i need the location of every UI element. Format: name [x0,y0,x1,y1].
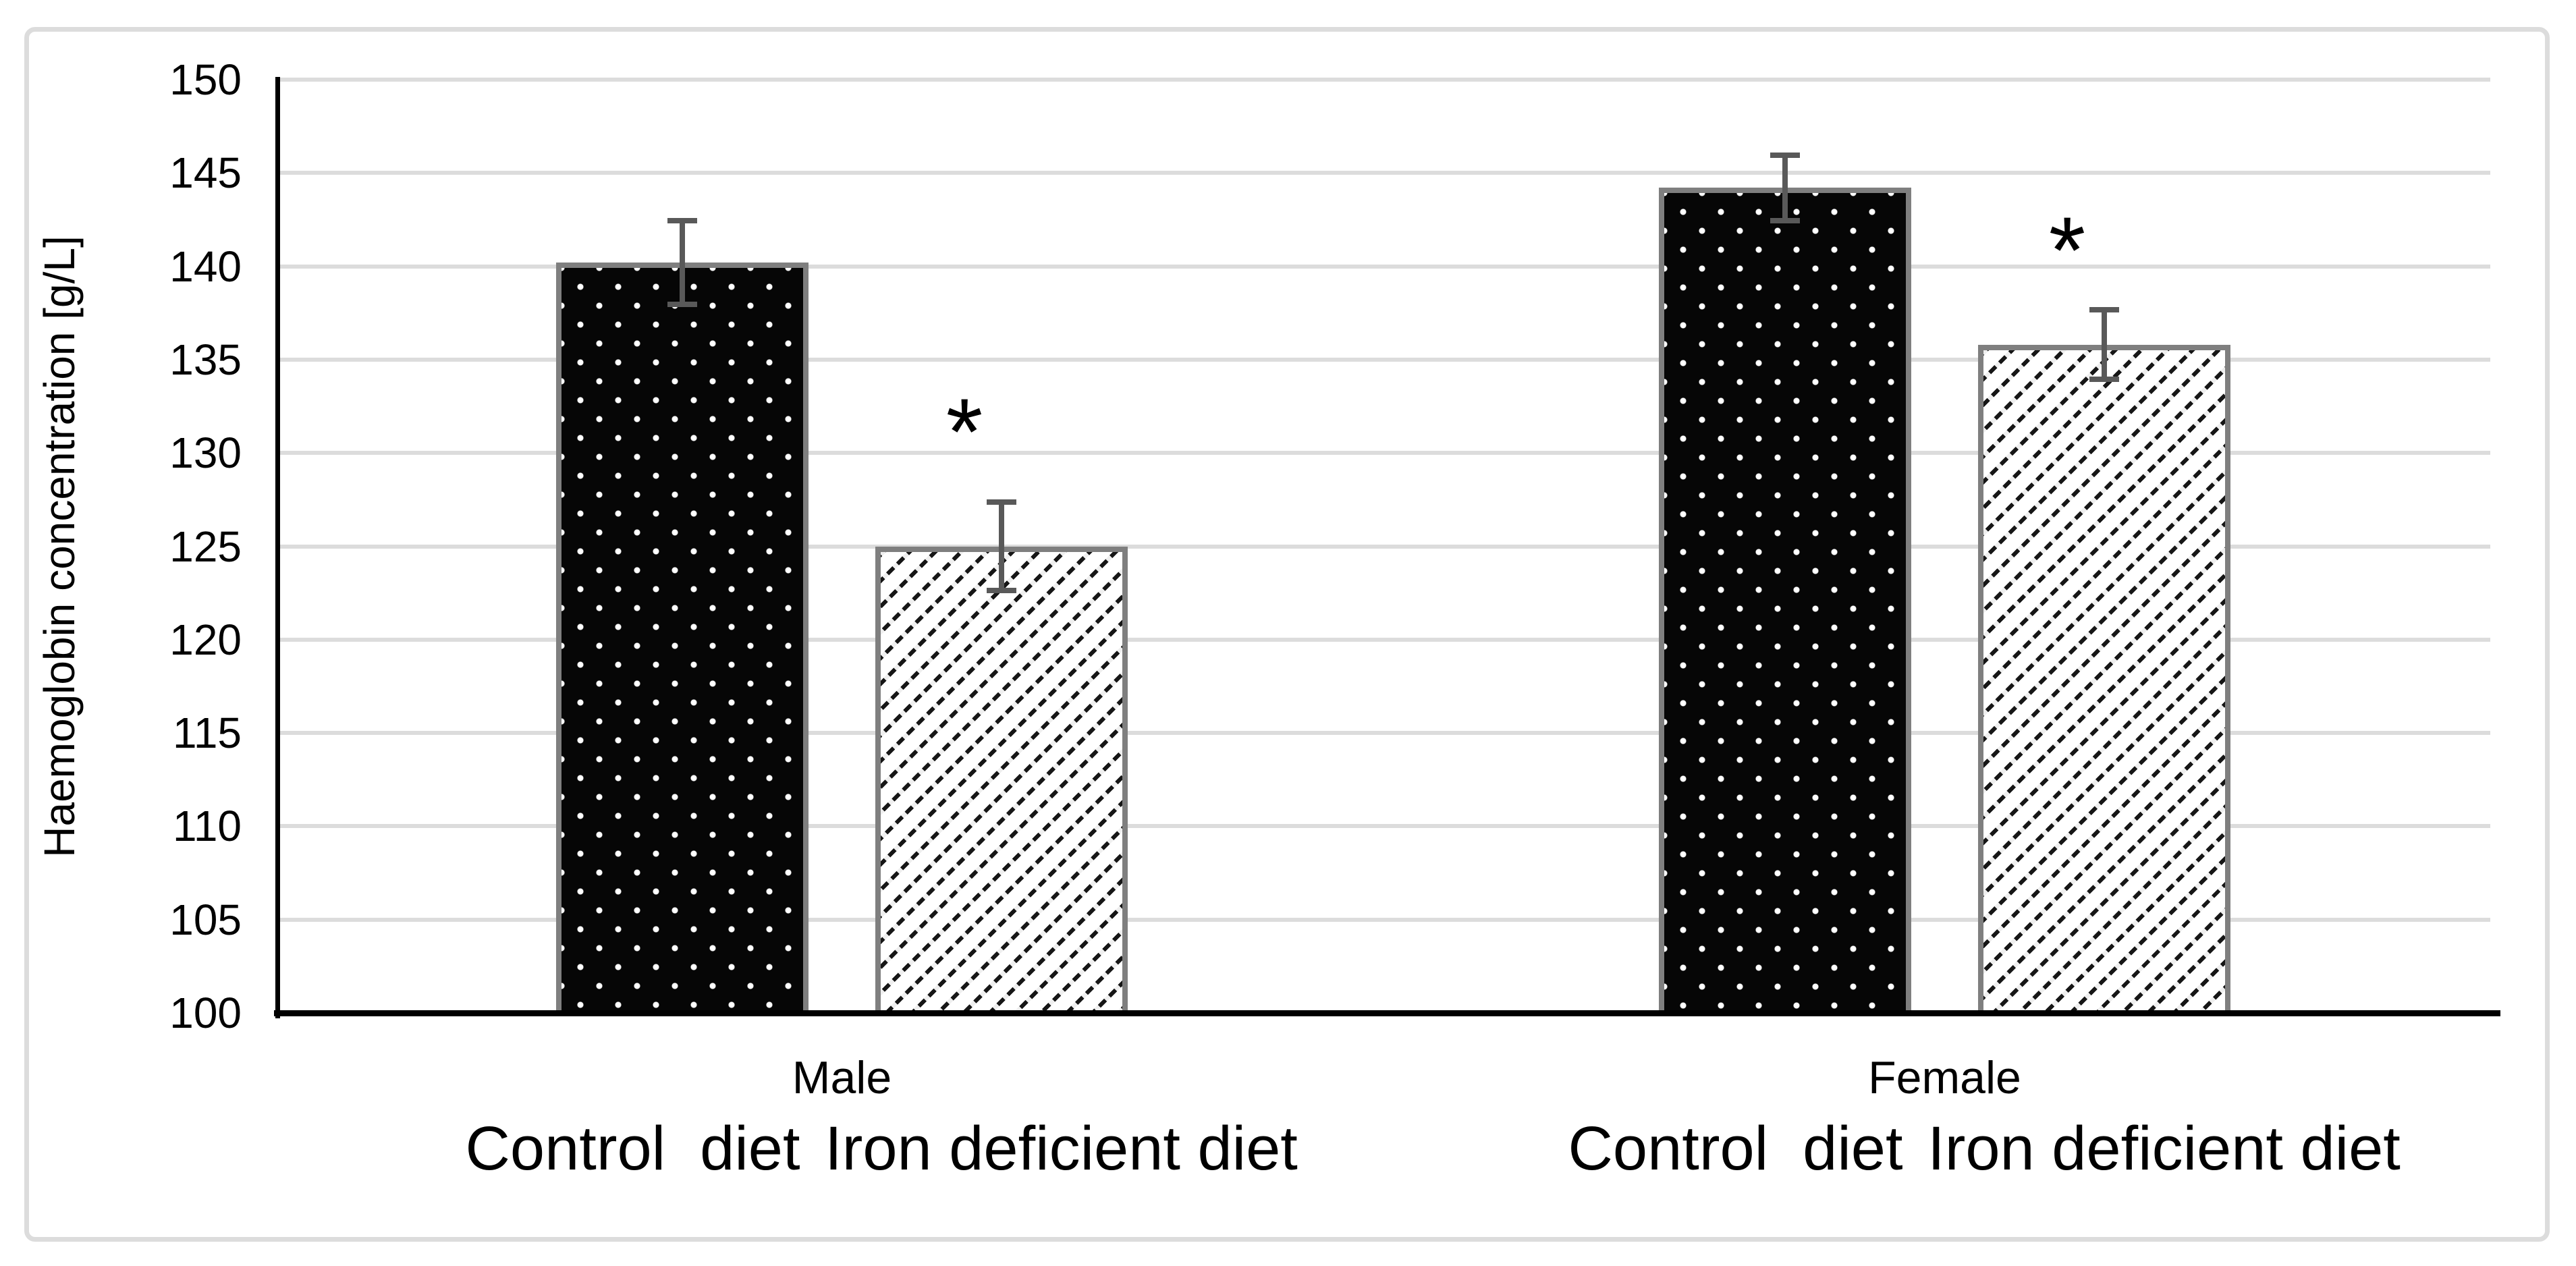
error-bar-line [1782,152,1788,223]
error-bar-bottom-cap [1770,217,1800,223]
error-bar-line [999,499,1004,593]
y-tick-label: 150 [169,55,242,104]
y-tick-label: 120 [169,615,242,664]
y-tick-label: 110 [172,802,242,851]
gridline [280,264,2490,269]
error-bar-top-cap [667,217,697,223]
gridline [280,451,2490,456]
y-tick-label: 140 [169,242,242,291]
y-tick-label: 100 [169,989,242,1037]
y-tick-label: 115 [172,709,242,758]
category-label-female: Female [1868,1052,2021,1103]
gridline [280,917,2490,922]
gridline [280,171,2490,175]
gridline [280,637,2490,642]
series-label-iron-deficient-diet-male: Iron deficient diet [825,1114,1298,1183]
y-tick-label: 135 [169,335,242,384]
y-axis-line [275,77,280,1018]
bar-female-control-diet [1659,188,1911,1016]
chart-area-border [24,27,2550,1242]
gridline [280,544,2490,549]
error-bar-line [680,217,685,308]
error-bar-bottom-cap [987,587,1016,593]
bar-male-control-diet [556,263,809,1016]
series-label-iron-deficient-diet-female: Iron deficient diet [1927,1114,2401,1183]
error-bar-top-cap [987,499,1016,505]
error-bar-top-cap [2089,307,2119,313]
error-bar-bottom-cap [2089,377,2119,383]
y-tick-label: 105 [169,895,242,944]
y-tick-label: 145 [169,148,242,198]
y-tick-label: 125 [169,522,242,571]
x-axis-line [274,1010,2500,1016]
gridline [280,357,2490,362]
gridline [280,78,2490,82]
y-tick-label: 130 [169,429,242,478]
y-axis-title: Haemoglobin concentration [g/L] [35,236,84,858]
gridline [280,824,2490,829]
gridline [280,731,2490,736]
error-bar-top-cap [1770,152,1800,158]
series-label-control-diet-female: Control diet [1568,1114,1903,1183]
significance-asterisk: * [946,378,983,485]
series-label-control-diet-male: Control diet [465,1114,800,1183]
category-label-male: Male [792,1052,892,1103]
bar-male-iron-deficient-diet [875,546,1128,1016]
error-bar-bottom-cap [667,302,697,308]
bar-female-iron-deficient-diet [1978,344,2230,1016]
significance-asterisk: * [2048,197,2086,304]
error-bar-line [2102,307,2107,383]
